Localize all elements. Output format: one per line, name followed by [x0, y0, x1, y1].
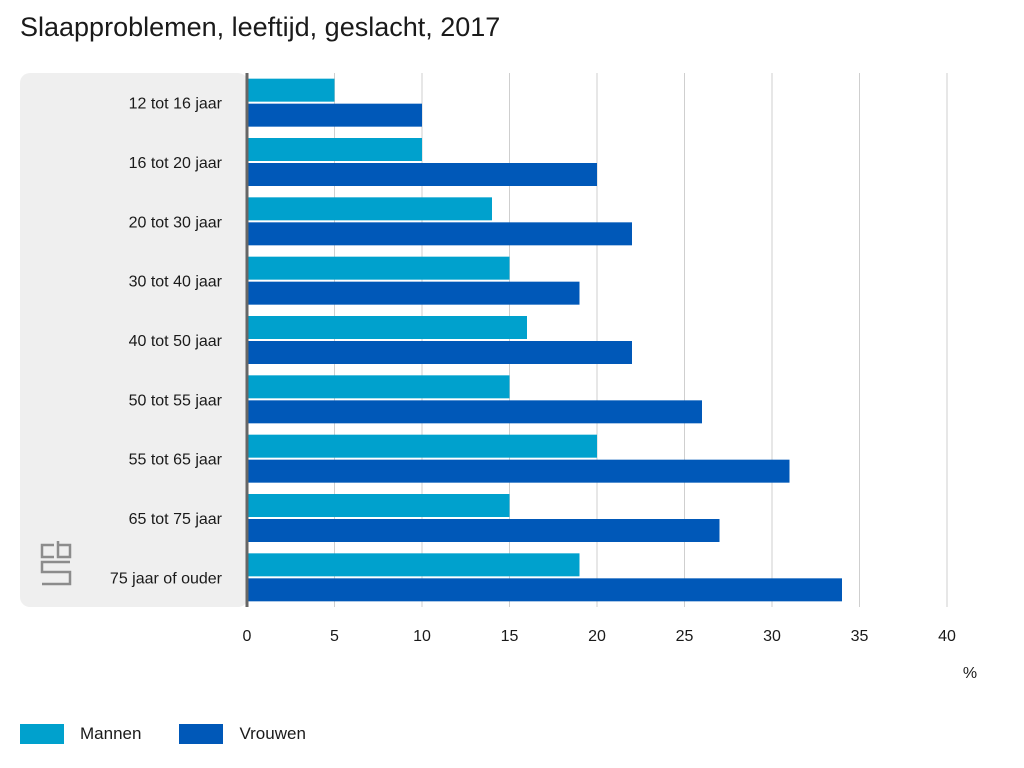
bar-vrouwen-30-tot-40-jaar	[247, 281, 580, 305]
bar-vrouwen-65-tot-75-jaar	[247, 519, 720, 542]
category-label: 20 tot 30 jaar	[129, 214, 223, 231]
legend-item-vrouwen: Vrouwen	[179, 724, 306, 744]
chart-title: Slaapproblemen, leeftijd, geslacht, 2017	[20, 12, 501, 42]
legend-swatch-vrouwen	[179, 724, 224, 744]
bar-vrouwen-12-tot-16-jaar	[247, 103, 422, 127]
bar-mannen-12-tot-16-jaar	[247, 78, 335, 102]
bar-vrouwen-20-tot-30-jaar	[247, 222, 632, 246]
bar-vrouwen-75-jaar-of-ouder	[247, 578, 842, 602]
bar-vrouwen-40-tot-50-jaar	[247, 341, 632, 364]
x-tick-label: 10	[413, 628, 431, 645]
bar-vrouwen-50-tot-55-jaar	[247, 400, 702, 424]
category-label: 12 tot 16 jaar	[129, 96, 223, 113]
x-axis-unit: %	[963, 665, 977, 682]
category-label: 55 tot 65 jaar	[129, 452, 223, 469]
x-tick-label: 40	[938, 628, 956, 645]
bar-mannen-50-tot-55-jaar	[247, 375, 510, 399]
x-tick-label: 35	[851, 628, 869, 645]
category-label: 50 tot 55 jaar	[129, 392, 223, 409]
category-label: 16 tot 20 jaar	[129, 155, 223, 172]
cbs-logo-s	[40, 560, 72, 586]
cbs-logo-c	[40, 543, 54, 559]
bar-vrouwen-55-tot-65-jaar	[247, 459, 790, 483]
legend-label-mannen: Mannen	[80, 724, 142, 743]
category-label: 40 tot 50 jaar	[129, 333, 223, 350]
legend-swatch-mannen	[20, 724, 64, 744]
x-tick-label: 20	[588, 628, 606, 645]
x-tick-labels: 0 5 10 15 20 25 30 35 40	[243, 628, 956, 645]
category-label: 75 jaar of ouder	[110, 570, 223, 587]
x-tick-label: 0	[243, 628, 252, 645]
x-tick-label: 5	[330, 628, 339, 645]
bar-mannen-30-tot-40-jaar	[247, 256, 510, 280]
bars	[247, 78, 842, 602]
category-panel	[20, 73, 248, 607]
bar-mannen-16-tot-20-jaar	[247, 138, 422, 161]
bar-mannen-20-tot-30-jaar	[247, 197, 492, 221]
bar-chart: 12 tot 16 jaar 16 tot 20 jaar 20 tot 30 ja…	[20, 73, 977, 682]
cbs-logo	[40, 541, 72, 586]
category-labels: 12 tot 16 jaar 16 tot 20 jaar 20 tot 30 ja…	[110, 96, 223, 588]
cbs-logo-b	[56, 541, 72, 559]
bar-mannen-75-jaar-of-ouder	[247, 553, 580, 577]
bar-mannen-40-tot-50-jaar	[247, 316, 527, 339]
x-tick-label: 15	[501, 628, 519, 645]
legend: Mannen Vrouwen	[20, 724, 344, 744]
grid-lines	[334, 73, 948, 607]
bar-mannen-55-tot-65-jaar	[247, 434, 597, 458]
bar-mannen-65-tot-75-jaar	[247, 494, 510, 517]
x-tick-label: 25	[676, 628, 694, 645]
bar-vrouwen-16-tot-20-jaar	[247, 163, 597, 186]
category-label: 30 tot 40 jaar	[129, 274, 223, 291]
category-label: 65 tot 75 jaar	[129, 511, 223, 528]
legend-item-mannen: Mannen	[20, 724, 141, 744]
legend-label-vrouwen: Vrouwen	[239, 724, 306, 743]
x-tick-label: 30	[763, 628, 781, 645]
